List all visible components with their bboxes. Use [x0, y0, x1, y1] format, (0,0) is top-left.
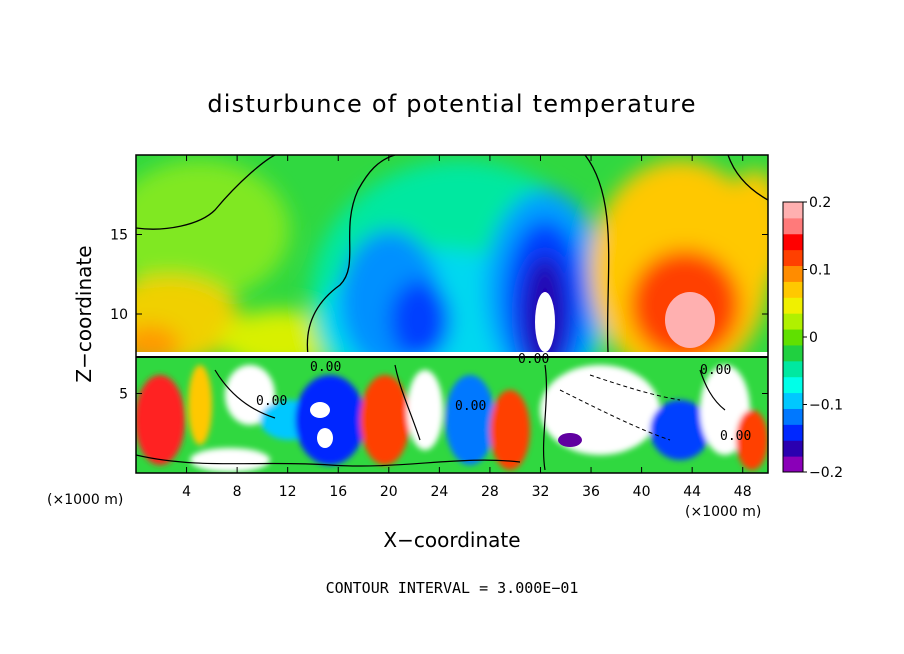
contour-label: 0.00	[700, 363, 731, 378]
colorbar-tick-label: −0.1	[809, 398, 843, 414]
field-blob	[317, 428, 333, 448]
x-tick-label: 40	[633, 484, 651, 500]
chart-title: disturbunce of potential temperature	[207, 90, 696, 118]
plot-area: 0.00 0.00 0.00 0.00 0.00 0.00	[136, 155, 768, 473]
colorbar-segment	[783, 376, 803, 394]
colorbar-segment	[783, 360, 803, 378]
colorbar-segment	[783, 424, 803, 441]
x-tick-label: 48	[734, 484, 752, 500]
contour-line	[214, 364, 726, 471]
contour-label: 0.00	[256, 394, 287, 409]
contour-labels: 0.00 0.00 0.00 0.00 0.00 0.00	[256, 352, 751, 444]
colorbar-segment	[783, 440, 803, 457]
colorbar-segment	[783, 329, 803, 346]
x-tick-label: 8	[233, 484, 242, 500]
colorbar-segment	[783, 281, 803, 298]
contour-label: 0.00	[310, 360, 341, 375]
colorbar-segment	[783, 249, 803, 267]
y-tick-label: 10	[110, 307, 128, 323]
colorbar-tick-label: −0.2	[809, 465, 843, 481]
x-axis-unit-left: (×1000 m)	[47, 492, 123, 508]
field-blob	[535, 292, 555, 352]
interface-band	[136, 352, 768, 356]
field-blob	[490, 390, 530, 470]
colorbar-segment	[783, 408, 803, 425]
colorbar-segment	[783, 217, 803, 235]
x-tick-label: 20	[380, 484, 398, 500]
colorbar-segment	[783, 392, 803, 409]
colorbar-tick-label: 0	[809, 330, 818, 346]
colorbar-segment	[783, 233, 803, 251]
x-tick-label: 4	[182, 484, 191, 500]
x-tick-label: 32	[532, 484, 550, 500]
field-blob	[650, 400, 710, 460]
x-tick-label: 28	[481, 484, 499, 500]
colorbar-segment	[783, 297, 803, 314]
zero-contour	[727, 155, 768, 201]
zero-contour	[136, 155, 276, 230]
contour-interval-annotation: CONTOUR INTERVAL = 3.000E−01	[326, 579, 579, 597]
contour-line	[136, 454, 521, 467]
colorbar-segment	[783, 202, 803, 219]
y-tick-label: 15	[110, 228, 128, 244]
x-axis: 4 8 12 16 20 24 28 32 36 40 44 48	[182, 155, 752, 500]
field-blob	[310, 402, 330, 418]
x-tick-label: 36	[582, 484, 600, 500]
contour-label: 0.00	[518, 352, 549, 367]
contour-label: 0.00	[455, 399, 486, 414]
field-blob	[445, 375, 495, 465]
field-blob	[736, 410, 768, 470]
colorbar-tick-label: 0.2	[809, 195, 831, 211]
field-blob	[225, 365, 275, 425]
x-tick-label: 24	[430, 484, 448, 500]
field-blob	[407, 370, 443, 450]
colorbar: 0.2 0.1 0 −0.1 −0.2	[783, 195, 843, 481]
contour-line	[559, 374, 681, 441]
field-blob	[136, 375, 185, 465]
y-axis: 5 10 15	[110, 228, 768, 403]
colorbar-segment	[783, 265, 803, 282]
field-blob	[190, 448, 270, 472]
colorbar-segment	[783, 313, 803, 330]
x-tick-label: 44	[683, 484, 701, 500]
lower-field	[136, 357, 768, 473]
x-tick-label: 16	[329, 484, 347, 500]
colorbar-segment	[783, 456, 803, 473]
y-axis-label: Z−coordinate	[72, 245, 96, 382]
field-blob	[360, 375, 410, 465]
field-blob	[295, 375, 365, 465]
field-blob	[725, 170, 768, 290]
contour-label: 0.00	[720, 429, 751, 444]
colorbar-frame	[782, 201, 804, 473]
colorbar-tick-label: 0.1	[809, 263, 831, 279]
x-tick-label: 12	[279, 484, 297, 500]
field-blob	[558, 433, 582, 447]
x-axis-label: X−coordinate	[383, 528, 520, 552]
field-blob	[188, 365, 212, 445]
x-axis-unit-right: (×1000 m)	[685, 504, 761, 520]
zero-contour	[306, 155, 610, 356]
y-tick-label: 5	[119, 387, 128, 403]
field-blob	[665, 292, 715, 348]
field-blob	[136, 160, 290, 300]
field-blob	[390, 280, 450, 360]
colorbar-segment	[783, 344, 803, 362]
